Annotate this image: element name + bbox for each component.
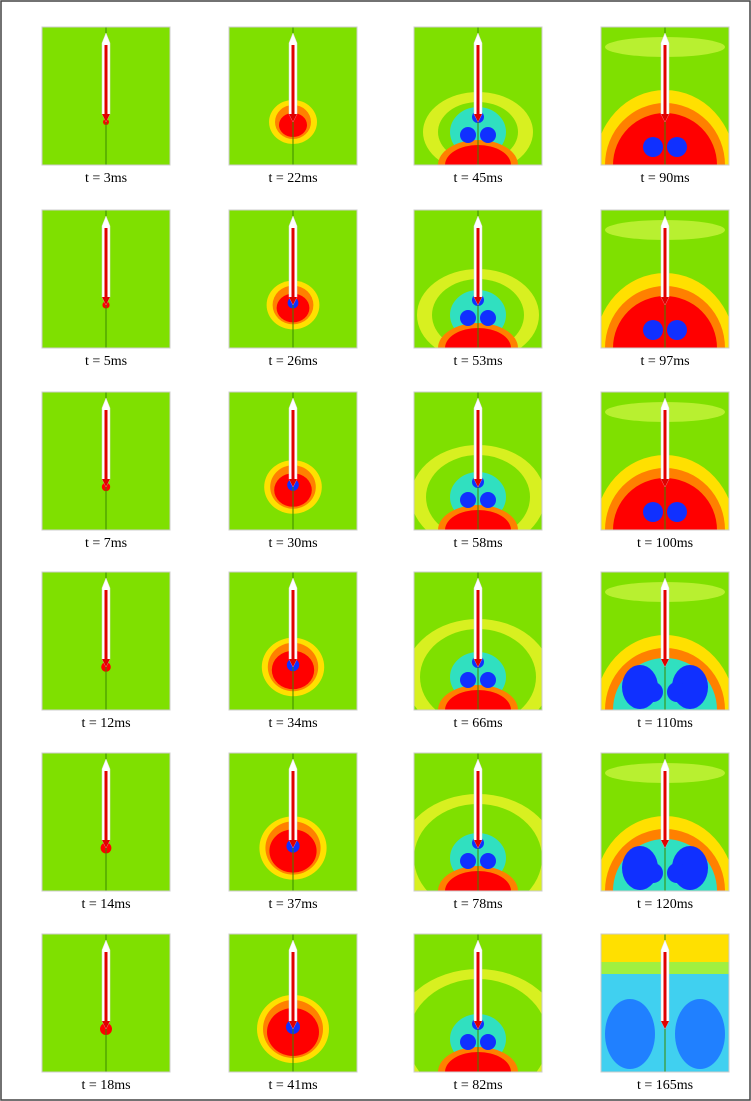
rod-core <box>664 228 667 297</box>
blob <box>643 137 663 157</box>
field <box>229 392 357 530</box>
time-label: t = 90ms <box>640 171 689 186</box>
blob <box>667 682 687 702</box>
field <box>42 572 170 710</box>
blob <box>667 863 687 883</box>
rod-core <box>664 771 667 840</box>
time-label: t = 3ms <box>85 171 127 186</box>
field <box>42 392 170 530</box>
time-label: t = 53ms <box>453 354 502 369</box>
blob <box>460 310 476 326</box>
field <box>42 27 170 165</box>
field <box>229 572 357 710</box>
field <box>42 934 170 1072</box>
time-label: t = 37ms <box>268 897 317 912</box>
time-label: t = 41ms <box>268 1078 317 1093</box>
rod-core <box>292 771 295 840</box>
time-label: t = 26ms <box>268 354 317 369</box>
field <box>229 934 357 1072</box>
rod-core <box>292 228 295 297</box>
time-label: t = 5ms <box>85 354 127 369</box>
blob <box>480 853 496 869</box>
blob <box>675 999 725 1069</box>
blob <box>460 492 476 508</box>
blob <box>480 1034 496 1050</box>
rod-core <box>105 45 108 114</box>
field <box>229 210 357 348</box>
time-label: t = 34ms <box>268 716 317 731</box>
blob <box>460 672 476 688</box>
panel: t = 12ms <box>42 572 170 731</box>
time-label: t = 110ms <box>637 716 693 731</box>
time-label: t = 18ms <box>81 1078 130 1093</box>
panel: t = 41ms <box>229 934 357 1093</box>
field <box>42 753 170 891</box>
panel: t = 18ms <box>42 934 170 1093</box>
panel: t = 165ms <box>601 934 729 1093</box>
rod-core <box>105 410 108 479</box>
rod-core <box>292 410 295 479</box>
rod-core <box>105 590 108 659</box>
panel: t = 26ms <box>229 210 357 369</box>
time-label: t = 45ms <box>453 171 502 186</box>
rod-core <box>292 590 295 659</box>
blob <box>643 863 663 883</box>
rod-core <box>477 952 480 1021</box>
time-label: t = 82ms <box>453 1078 502 1093</box>
blob <box>643 682 663 702</box>
time-label: t = 97ms <box>640 354 689 369</box>
panel: t = 34ms <box>229 572 357 731</box>
rod-core <box>105 228 108 297</box>
rod-core <box>477 410 480 479</box>
blob <box>643 320 663 340</box>
panel: t = 14ms <box>42 753 170 912</box>
field <box>601 934 729 1072</box>
rod-core <box>292 45 295 114</box>
panel: t = 5ms <box>42 210 170 369</box>
panel: t = 22ms <box>229 27 357 186</box>
rod-core <box>477 590 480 659</box>
rod-core <box>664 45 667 114</box>
time-label: t = 30ms <box>268 536 317 551</box>
time-label: t = 58ms <box>453 536 502 551</box>
blob <box>480 127 496 143</box>
field <box>229 753 357 891</box>
rod-core <box>477 228 480 297</box>
rod-core <box>664 410 667 479</box>
blob <box>480 672 496 688</box>
time-label: t = 7ms <box>85 536 127 551</box>
blob <box>460 127 476 143</box>
time-label: t = 100ms <box>637 536 693 551</box>
rod-core <box>664 590 667 659</box>
time-label: t = 12ms <box>81 716 130 731</box>
rod-core <box>105 771 108 840</box>
time-label: t = 165ms <box>637 1078 693 1093</box>
time-label: t = 14ms <box>81 897 130 912</box>
rod-core <box>105 952 108 1021</box>
rod-core <box>477 771 480 840</box>
blob <box>460 853 476 869</box>
panel: t = 30ms <box>229 392 357 551</box>
rod-core <box>664 952 667 1021</box>
time-label: t = 22ms <box>268 171 317 186</box>
blob <box>605 999 655 1069</box>
blob <box>643 502 663 522</box>
figure: t = 3ms t = 22ms t = 45ms t = 90ms t = 5ms t … <box>0 0 751 1101</box>
blob <box>667 502 687 522</box>
panel: t = 7ms <box>42 392 170 551</box>
time-label: t = 66ms <box>453 716 502 731</box>
blob <box>667 137 687 157</box>
blob <box>460 1034 476 1050</box>
panel: t = 3ms <box>42 27 170 186</box>
time-label: t = 78ms <box>453 897 502 912</box>
blob <box>480 492 496 508</box>
rod-core <box>477 45 480 114</box>
panel: t = 37ms <box>229 753 357 912</box>
blob <box>667 320 687 340</box>
field <box>42 210 170 348</box>
blob <box>480 310 496 326</box>
rod-core <box>292 952 295 1021</box>
time-label: t = 120ms <box>637 897 693 912</box>
field <box>229 27 357 165</box>
